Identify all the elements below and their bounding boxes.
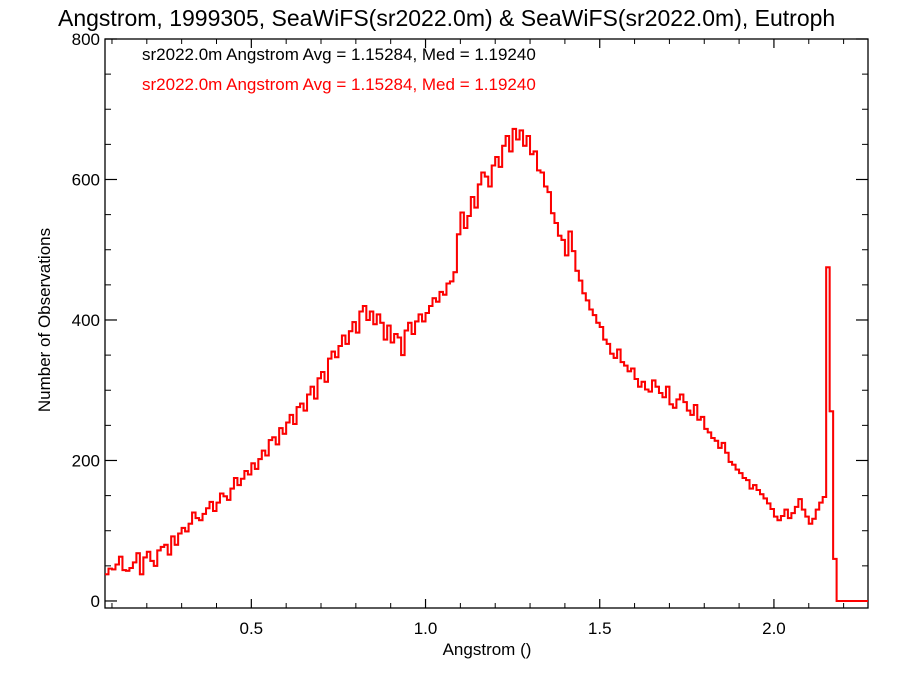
x-tick-label: 2.0	[762, 619, 786, 638]
y-tick-label: 400	[72, 311, 100, 330]
legend-entry-1: sr2022.0m Angstrom Avg = 1.15284, Med = …	[142, 45, 536, 64]
y-axis-label: Number of Observations	[35, 228, 54, 412]
series-lines	[105, 127, 868, 602]
y-tick-label: 200	[72, 451, 100, 470]
legend-entry-2: sr2022.0m Angstrom Avg = 1.15284, Med = …	[142, 75, 536, 94]
axis-ticks: 0.5 1.0 1.5 2.0 0 200 400 600 800	[72, 30, 868, 638]
x-axis-label: Angstrom ()	[443, 640, 532, 659]
x-tick-label: 0.5	[240, 619, 264, 638]
chart-title: Angstrom, 1999305, SeaWiFS(sr2022.0m) & …	[58, 5, 835, 31]
plot-frame	[104, 38, 869, 609]
y-tick-label: 600	[72, 170, 100, 189]
series-line-2	[105, 127, 868, 602]
y-tick-label: 800	[72, 30, 100, 49]
x-tick-label: 1.0	[414, 619, 438, 638]
x-tick-label: 1.5	[588, 619, 612, 638]
y-tick-label: 0	[91, 592, 100, 611]
